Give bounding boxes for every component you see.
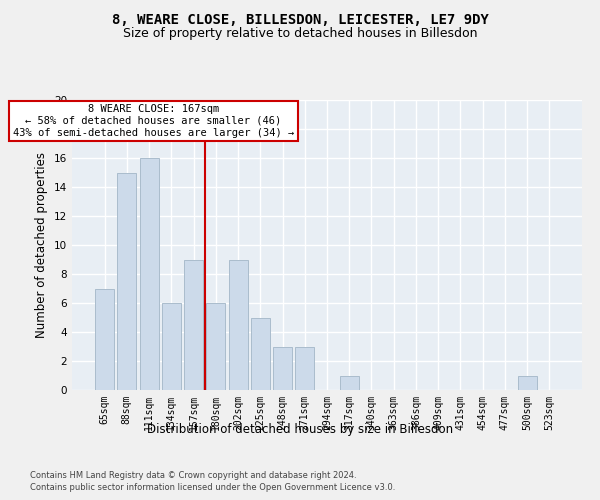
Text: Size of property relative to detached houses in Billesdon: Size of property relative to detached ho…	[123, 28, 477, 40]
Bar	[518, 376, 536, 390]
Bar	[340, 376, 359, 390]
Text: 8 WEARE CLOSE: 167sqm
← 58% of detached houses are smaller (46)
43% of semi-deta: 8 WEARE CLOSE: 167sqm ← 58% of detached …	[13, 104, 294, 138]
Bar	[140, 158, 158, 390]
Bar	[273, 346, 292, 390]
Bar	[95, 288, 114, 390]
Bar	[206, 303, 225, 390]
Bar	[162, 303, 181, 390]
Text: Distribution of detached houses by size in Billesdon: Distribution of detached houses by size …	[147, 422, 453, 436]
Text: Contains public sector information licensed under the Open Government Licence v3: Contains public sector information licen…	[30, 484, 395, 492]
Text: Contains HM Land Registry data © Crown copyright and database right 2024.: Contains HM Land Registry data © Crown c…	[30, 471, 356, 480]
Bar	[118, 172, 136, 390]
Bar	[251, 318, 270, 390]
Y-axis label: Number of detached properties: Number of detached properties	[35, 152, 49, 338]
Bar	[184, 260, 203, 390]
Bar	[229, 260, 248, 390]
Bar	[295, 346, 314, 390]
Text: 8, WEARE CLOSE, BILLESDON, LEICESTER, LE7 9DY: 8, WEARE CLOSE, BILLESDON, LEICESTER, LE…	[112, 12, 488, 26]
